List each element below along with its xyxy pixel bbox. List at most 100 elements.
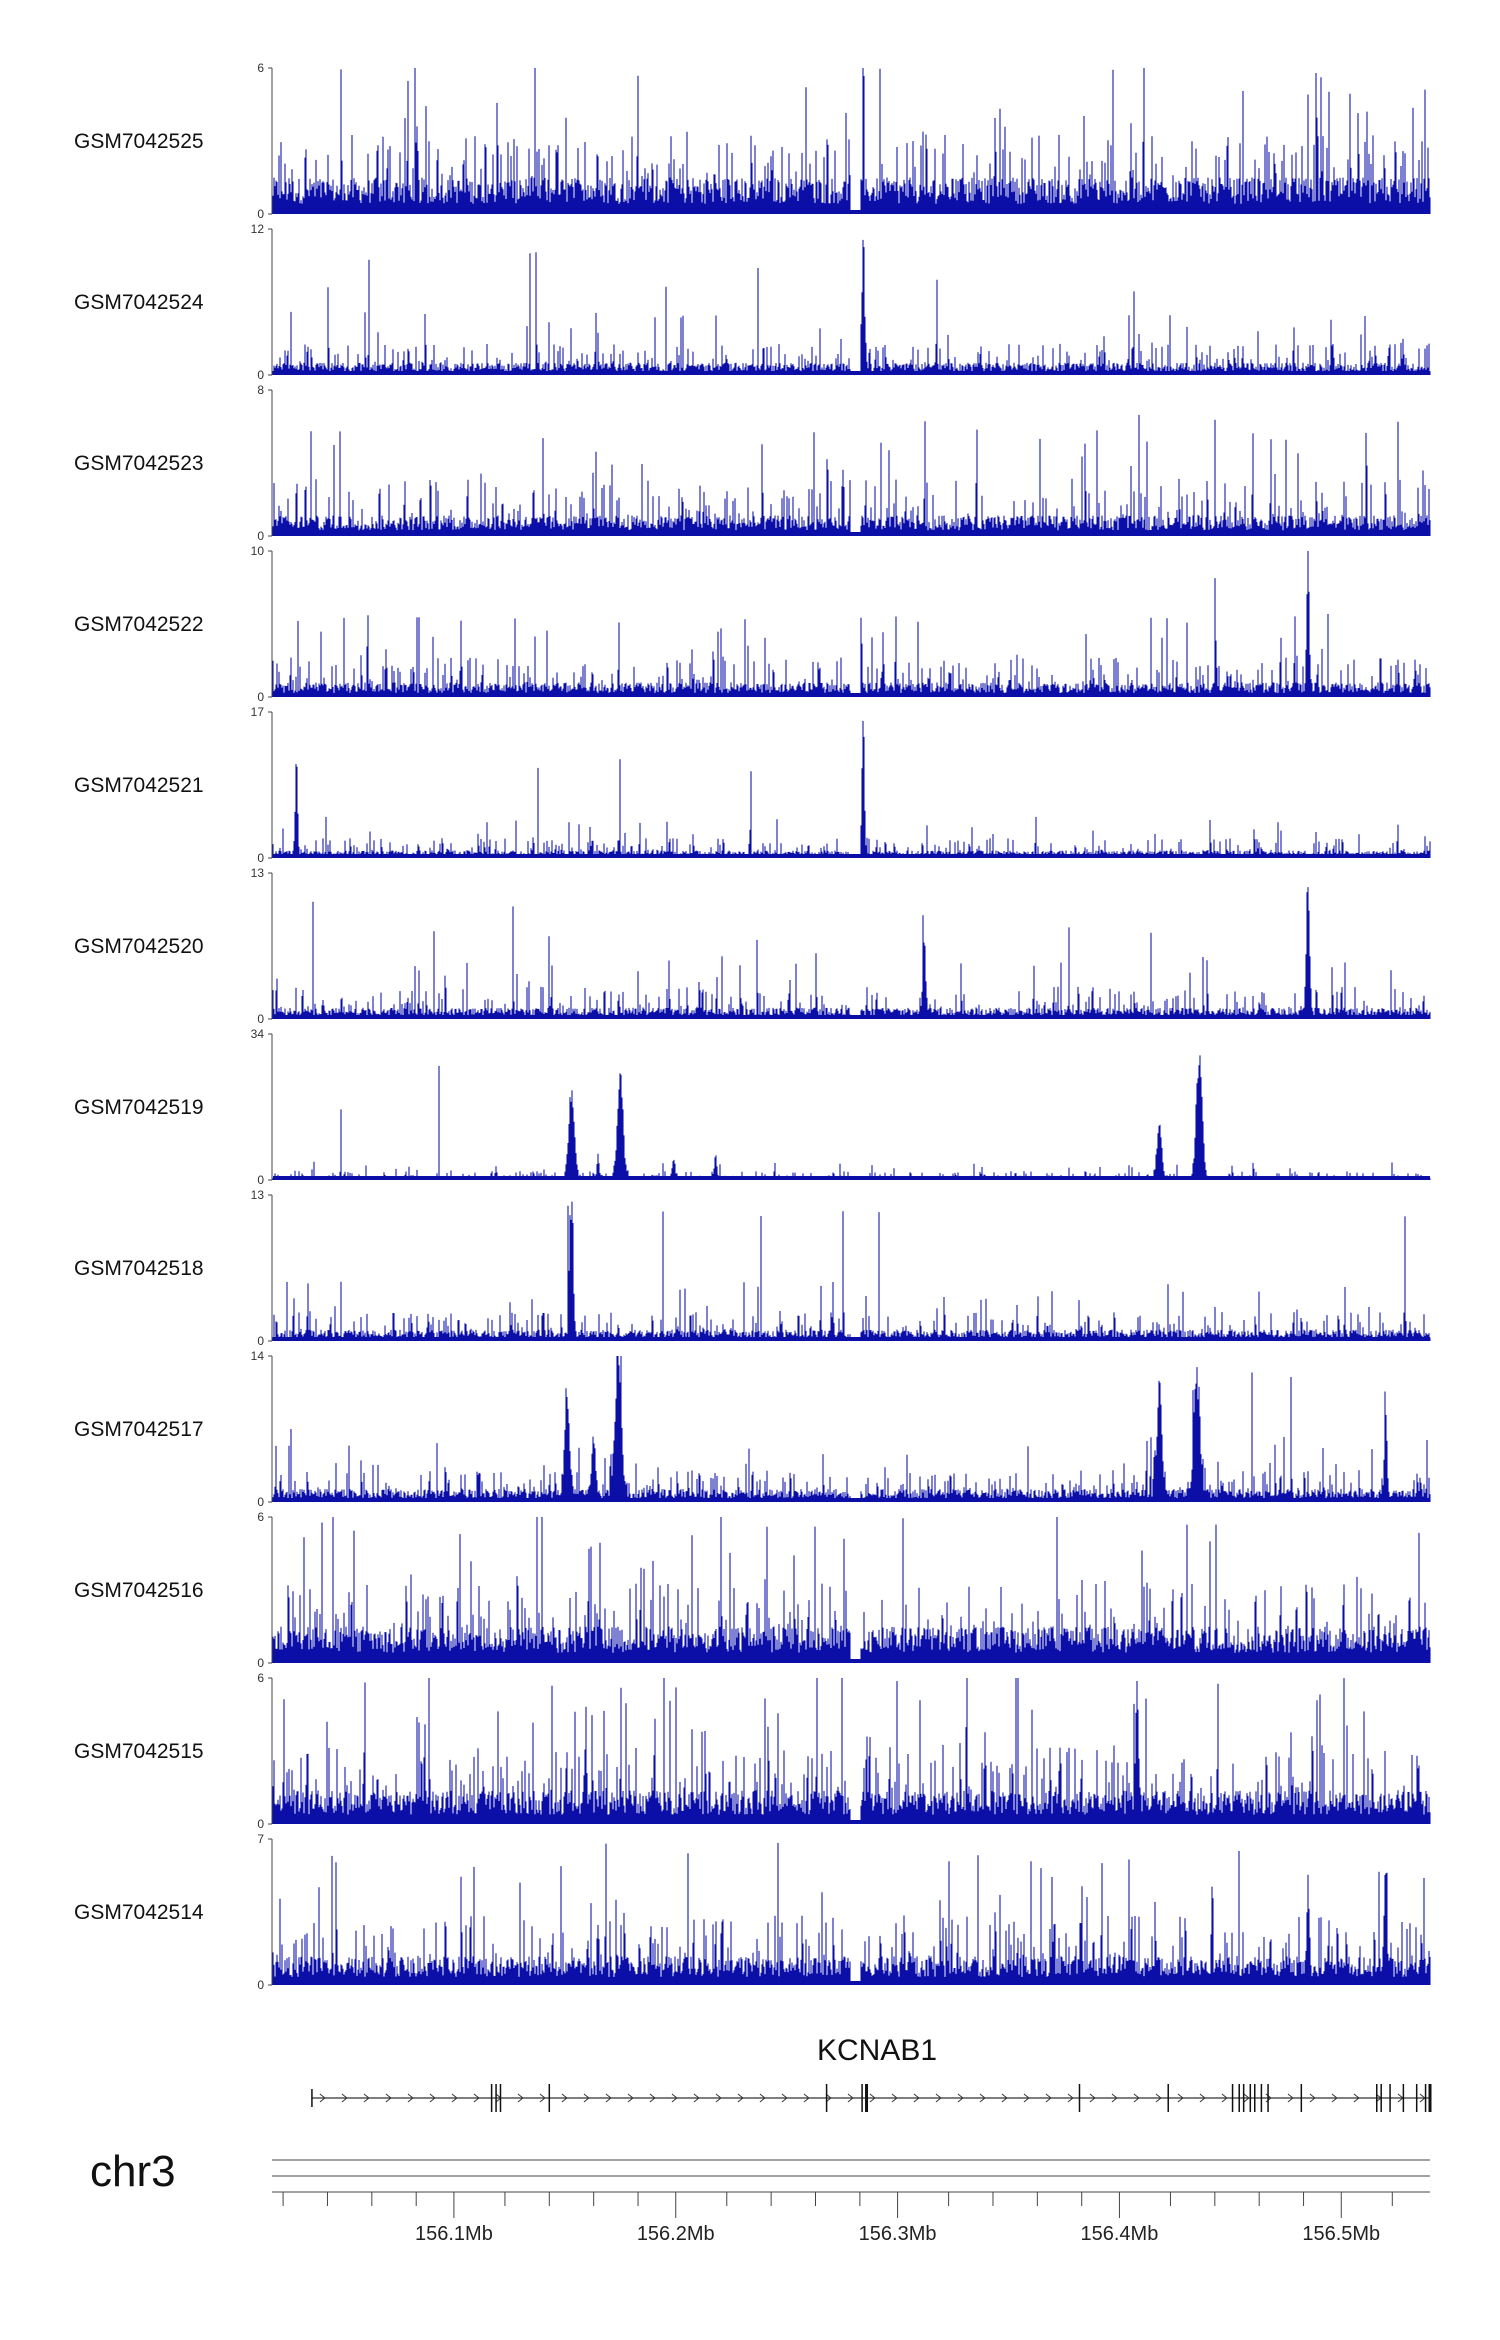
coverage-signal [272, 414, 1431, 536]
coverage-base [273, 1820, 1430, 1824]
coverage-signal [272, 239, 1431, 375]
y-min-label: 0 [257, 1012, 264, 1026]
strand-arrow [1045, 2093, 1052, 2103]
coverage-signal [272, 68, 1431, 214]
coverage-signal [272, 551, 1431, 697]
y-min-label: 0 [257, 1334, 264, 1348]
track-label: GSM7042520 [74, 935, 204, 958]
y-min-label: 0 [257, 1817, 264, 1831]
strand-arrow [1155, 2093, 1162, 2103]
y-max-label: 6 [257, 1510, 264, 1524]
strand-arrow [385, 2093, 392, 2103]
strand-arrow [1287, 2093, 1294, 2103]
strand-arrow [825, 2093, 832, 2103]
coverage-base [273, 693, 1430, 697]
strand-arrow [803, 2093, 810, 2103]
y-min-label: 0 [257, 851, 264, 865]
y-max-label: 34 [251, 1027, 265, 1041]
track-label: GSM7042523 [74, 452, 204, 475]
track-label: GSM7042515 [74, 1740, 204, 1763]
strand-arrow [715, 2093, 722, 2103]
track-GSM7042521: GSM7042521 17 0 [74, 705, 1431, 865]
y-min-label: 0 [257, 690, 264, 704]
strand-arrow [1023, 2093, 1030, 2103]
strand-arrow [1243, 2093, 1250, 2103]
coverage-base [273, 1659, 1430, 1663]
strand-arrow [451, 2093, 458, 2103]
axis-tick-label: 156.2Mb [637, 2223, 715, 2245]
y-min-label: 0 [257, 529, 264, 543]
strand-arrow [1001, 2093, 1008, 2103]
coverage-base [273, 1337, 1430, 1341]
track-GSM7042516: GSM7042516 6 0 [74, 1510, 1431, 1670]
coverage-signal [272, 1842, 1431, 1985]
track-GSM7042520: GSM7042520 13 0 [74, 866, 1431, 1026]
strand-arrow [671, 2093, 678, 2103]
track-GSM7042523: GSM7042523 8 0 [74, 383, 1431, 543]
coverage-base [273, 1981, 1430, 1985]
y-max-label: 7 [257, 1832, 264, 1846]
track-label: GSM7042518 [74, 1257, 204, 1280]
y-max-label: 12 [251, 222, 265, 236]
y-max-label: 14 [251, 1349, 265, 1363]
strand-arrow [1111, 2093, 1118, 2103]
track-GSM7042524: GSM7042524 12 0 [74, 222, 1431, 382]
genome-axis: chr3 156.1Mb 156.2Mb 156.3Mb 156.4Mb 156.5Mb [90, 2147, 1430, 2245]
track-label: GSM7042521 [74, 774, 204, 797]
strand-arrow [1331, 2093, 1338, 2103]
coverage-signal [272, 720, 1431, 858]
coverage-base [273, 1015, 1430, 1019]
track-label: GSM7042519 [74, 1096, 204, 1119]
strand-arrow [517, 2093, 524, 2103]
y-min-label: 0 [257, 1495, 264, 1509]
track-GSM7042517: GSM7042517 14 0 [74, 1349, 1431, 1509]
strand-arrow [935, 2093, 942, 2103]
track-label: GSM7042525 [74, 130, 204, 153]
coverage-signal [272, 1055, 1431, 1180]
strand-arrow [1177, 2093, 1184, 2103]
strand-arrow [693, 2093, 700, 2103]
y-min-label: 0 [257, 1173, 264, 1187]
strand-arrow [319, 2093, 326, 2103]
gene-track: KCNAB1 [311, 2034, 1432, 2112]
track-label: GSM7042524 [74, 291, 204, 314]
axis-ticks: 156.1Mb 156.2Mb 156.3Mb 156.4Mb 156.5Mb [272, 2159, 1430, 2245]
strand-arrow [583, 2093, 590, 2103]
y-min-label: 0 [257, 207, 264, 221]
strand-arrow [363, 2093, 370, 2103]
strand-arrow [781, 2093, 788, 2103]
y-min-label: 0 [257, 1978, 264, 1992]
coverage-signal [272, 1517, 1431, 1663]
coverage-signal [272, 887, 1431, 1019]
y-max-label: 10 [251, 544, 265, 558]
strand-arrow [957, 2093, 964, 2103]
strand-arrow [605, 2093, 612, 2103]
y-max-label: 17 [251, 705, 265, 719]
strand-arrow [1353, 2093, 1360, 2103]
strand-arrow [847, 2093, 854, 2103]
y-min-label: 0 [257, 368, 264, 382]
coverage-base [273, 532, 1430, 536]
coverage-signal [272, 1201, 1431, 1341]
axis-tick-label: 156.4Mb [1081, 2223, 1159, 2245]
y-max-label: 6 [257, 1671, 264, 1685]
strand-arrow [1067, 2093, 1074, 2103]
coverage-signal [272, 1678, 1431, 1824]
coverage-base [273, 854, 1430, 858]
track-GSM7042518: GSM7042518 13 0 [74, 1188, 1431, 1348]
coverage-base [273, 1176, 1430, 1180]
strand-arrow [737, 2093, 744, 2103]
strand-arrow [869, 2093, 876, 2103]
axis-tick-label: 156.5Mb [1302, 2223, 1380, 2245]
strand-arrow [1221, 2093, 1228, 2103]
axis-tick-label: 156.1Mb [415, 2223, 493, 2245]
strand-arrow [1309, 2093, 1316, 2103]
strand-arrow [759, 2093, 766, 2103]
y-min-label: 0 [257, 1656, 264, 1670]
track-label: GSM7042516 [74, 1579, 204, 1602]
strand-arrow [561, 2093, 568, 2103]
strand-arrow [1133, 2093, 1140, 2103]
strand-arrow [891, 2093, 898, 2103]
track-GSM7042515: GSM7042515 6 0 [74, 1671, 1431, 1831]
